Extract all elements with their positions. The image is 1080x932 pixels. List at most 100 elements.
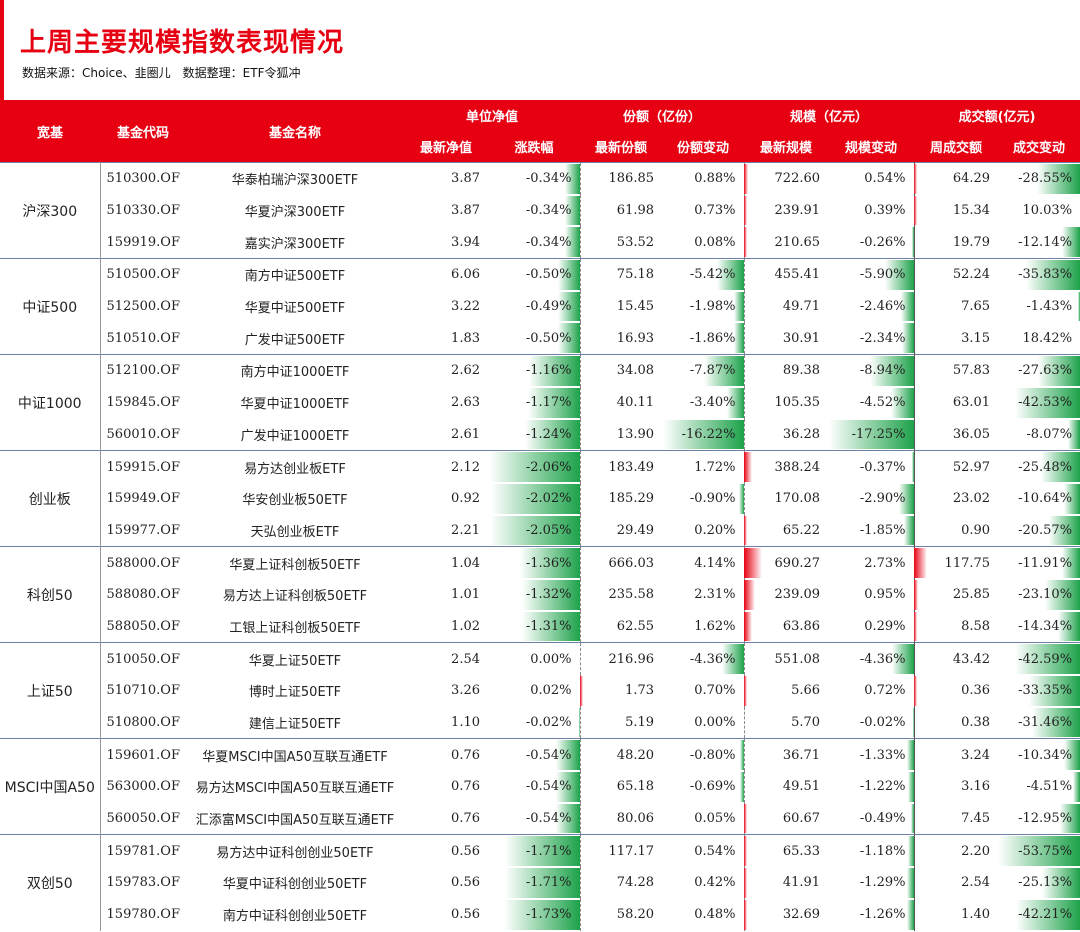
scale-change-value: 0.95% [864, 587, 906, 603]
nav-value: 2.21 [451, 522, 480, 538]
scale-change-cell: -0.26% [828, 226, 915, 259]
scale-change-cell: -2.90% [828, 482, 915, 515]
scale-change-value: -2.46% [859, 299, 906, 315]
share-change-bar [734, 323, 744, 354]
nav-value: 2.62 [404, 354, 488, 387]
share-change-value: 1.62% [694, 618, 736, 634]
share-change-cell: 0.08% [662, 226, 747, 259]
scale-change-value: -0.26% [859, 234, 906, 250]
scale-change-cell: -1.22% [828, 771, 915, 803]
table-row: 中证1000 512100.OF 南方中证1000ETF 2.62 -1.16% 34.0… [0, 354, 1080, 451]
category-cell: 创业板 [0, 450, 101, 547]
share-change-cell: -1.98% [662, 290, 745, 323]
table-row: 159783.OF 华夏中证科创创业50ETF 0.56 -1.71% 74.28 0.4… [0, 867, 1080, 899]
nav-value: 0.76 [404, 738, 488, 772]
scale-change-bar [912, 227, 914, 258]
turnover-change-cell: -4.51% [998, 771, 1080, 803]
fund-name: 博时上证50ETF [248, 685, 342, 701]
table-row: 沪深300 510300.OF 华泰柏瑞沪深300ETF 3.87 -0.34% 186.… [0, 161, 1080, 259]
change-value: -1.24% [525, 426, 572, 442]
turnover-change-bar [1077, 291, 1080, 322]
turnover-value: 64.29 [914, 161, 999, 195]
share-change-value: 4.14% [694, 555, 736, 571]
share-change-bar [739, 483, 744, 514]
turnover-change-cell: -12.14% [998, 226, 1080, 258]
data-source: 数据来源：Choice、韭圈儿 [22, 66, 171, 80]
change-bar [521, 579, 580, 610]
fund-code: 159845.OF [106, 395, 180, 411]
fund-name: 易方达上证科创板50ETF [222, 589, 368, 605]
nav-value: 2.63 [451, 395, 480, 411]
change-cell: -1.24% [488, 418, 581, 451]
scale-value: 30.91 [782, 330, 821, 346]
change-value: -0.54% [525, 747, 572, 763]
scale-change-bar [913, 164, 917, 194]
scale-change-value: -1.18% [859, 843, 906, 859]
share-change-value: 0.20% [694, 522, 736, 538]
source-line: 数据来源：Choice、韭圈儿 数据整理：ETF令狐冲 [22, 64, 300, 81]
fund-name: 华夏上证50ETF [186, 642, 404, 675]
change-value: -1.73% [525, 907, 572, 923]
share-change-bar [743, 164, 748, 194]
share-change-cell: 2.31% [662, 578, 756, 611]
scale-change-cell: 0.54% [828, 161, 917, 195]
scale-change-cell: 0.39% [828, 194, 917, 227]
turnover-value: 52.24 [914, 258, 999, 291]
scale-change-bar [911, 452, 914, 482]
change-bar [528, 356, 580, 386]
share-change-value: 0.00% [694, 715, 736, 731]
header-name: 基金名称 [186, 100, 404, 163]
scale-value: 455.41 [744, 258, 829, 291]
turnover-change-cell: -35.83% [998, 258, 1080, 291]
share-change-bar [726, 387, 744, 418]
category-cell: 科创50 [0, 546, 101, 643]
table-row: 563000.OF 易方达MSCI中国A50互联互通ETF 0.76 -0.54% 65… [0, 771, 1080, 803]
scale-change-value: -0.02% [859, 715, 906, 731]
fund-name: 汇添富MSCI中国A50互联互通ETF [195, 813, 395, 829]
table-row: 510800.OF 建信上证50ETF 1.10 -0.02% 5.19 0.00% 5.7… [0, 706, 1080, 739]
turnover-change-bar [1036, 164, 1080, 194]
scale-change-cell: -1.33% [828, 738, 915, 772]
turnover-change-cell: -1.43% [998, 291, 1080, 323]
header-change: 涨跌幅 [488, 131, 581, 163]
turnover-value: 3.24 [914, 738, 999, 772]
change-bar [522, 611, 580, 642]
scale-change-cell: -1.18% [828, 834, 915, 868]
turnover-change-value: -33.35% [1018, 683, 1073, 699]
fund-code: 159783.OF [106, 875, 180, 891]
turnover-change-value: -42.53% [1018, 395, 1073, 411]
turnover-value: 15.34 [952, 203, 991, 219]
fund-code: 159919.OF [106, 234, 180, 250]
change-value: -1.32% [525, 587, 572, 603]
fund-code: 510800.OF [106, 715, 180, 731]
table-body: 沪深300 510300.OF 华泰柏瑞沪深300ETF 3.87 -0.34% 186.… [0, 161, 1080, 931]
turnover-value: 7.45 [961, 811, 991, 827]
share-change-bar [743, 899, 747, 930]
table-row: 588080.OF 易方达上证科创板50ETF 1.01 -1.32% 235.58 2.… [0, 578, 1080, 611]
turnover-change-cell: -33.35% [998, 675, 1080, 707]
scale-change-bar [907, 899, 914, 930]
scale-change-cell: -1.26% [828, 898, 915, 931]
change-cell: -0.02% [488, 706, 581, 739]
turnover-change-value: -27.63% [1018, 363, 1073, 379]
fund-code: 159781.OF [100, 834, 186, 868]
change-cell: -0.50% [488, 322, 581, 355]
scale-value: 32.69 [782, 907, 821, 923]
scale-value: 36.28 [782, 426, 821, 442]
scale-change-value: -2.90% [859, 491, 906, 507]
change-cell: 0.00% [488, 642, 581, 675]
fund-name: 华夏中证500ETF [244, 301, 346, 317]
scale-value: 239.91 [774, 203, 821, 219]
share-change-bar [743, 452, 753, 482]
fund-name: 广发中证1000ETF [240, 428, 350, 444]
scale-value: 41.91 [782, 875, 821, 891]
shares-value: 186.85 [580, 161, 663, 195]
turnover-change-bar [1041, 452, 1080, 482]
scale-change-value: -1.85% [859, 522, 906, 538]
fund-code: 510050.OF [100, 642, 186, 675]
category-cell: 双创50 [0, 834, 101, 931]
change-value: -2.05% [525, 522, 572, 538]
category-cell: 沪深300 [0, 161, 101, 259]
accent-rule [0, 0, 4, 100]
fund-name: 华夏上证科创板50ETF [186, 546, 404, 579]
